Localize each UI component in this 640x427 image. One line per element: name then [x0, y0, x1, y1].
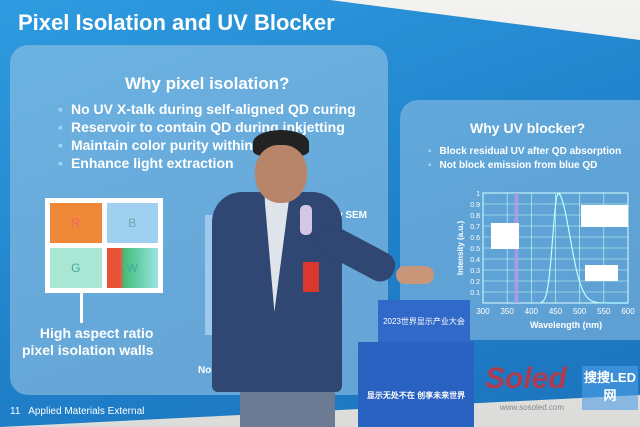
lanyard-badge [303, 262, 319, 292]
footer-text: Applied Materials External [28, 406, 145, 417]
watermark-logo: Soled [485, 362, 567, 395]
label-box [581, 205, 628, 227]
chart-ylabel: Intensity (a.u.) [456, 221, 465, 276]
y-tick-label: 0.4 [470, 257, 480, 264]
slide-footer: 11 Applied Materials External [10, 406, 144, 417]
right-heading: Why UV blocker? [470, 120, 586, 136]
y-tick-label: 0.3 [470, 268, 480, 275]
presenter-hand-with-clicker [396, 266, 434, 284]
y-tick-label: 0.7 [470, 224, 480, 231]
pointer-line [80, 293, 83, 323]
x-tick-label: 300 [476, 307, 490, 316]
bullet: Block residual UV after QD absorption [428, 145, 622, 159]
watermark-brand: 搜搜LED网 [582, 366, 638, 410]
y-tick-label: 0.6 [470, 235, 480, 242]
pixel-blue: B [106, 203, 158, 243]
page-number: 11 [10, 406, 21, 417]
x-tick-label: 600 [621, 307, 635, 316]
y-tick-label: 0.9 [470, 202, 480, 209]
podium: 显示无处不在 创享未来世界 [358, 342, 474, 427]
y-tick-label: 0.2 [470, 279, 480, 286]
watermark-url: www.sosoled.com [500, 403, 565, 412]
pixel-diagram: R B G W [45, 198, 163, 293]
bullet: Enhance light extraction [58, 154, 356, 172]
label-box [491, 223, 519, 249]
slide-title: Pixel Isolation and UV Blocker [18, 10, 335, 35]
label-box [585, 265, 618, 281]
bullet: Reservoir to contain QD during inkjettin… [58, 118, 356, 136]
y-tick-label: 0.1 [470, 290, 480, 297]
pixel-white: W [106, 248, 158, 288]
pixel-red: R [50, 203, 102, 243]
bullet: Maintain color purity within pixel [58, 136, 356, 154]
y-tick-label: 1 [476, 191, 480, 198]
left-bullets: No UV X-talk during self-aligned QD curi… [58, 100, 356, 172]
sem-label: New SEM [322, 210, 368, 221]
left-heading: Why pixel isolation? [125, 74, 290, 93]
uv-spectrum-chart: 300 350 400 450 500 550 600 0.1 0.2 0.3 0.4 0.5 0.6 0… [456, 191, 635, 316]
podium-slogan: 显示无处不在 创享未来世界 [366, 391, 466, 400]
presenter-face [255, 145, 307, 203]
y-tick-label: 0.8 [470, 213, 480, 220]
caption-line: High aspect ratio [39, 325, 154, 341]
caption-line: pixel isolation walls [22, 342, 154, 358]
x-tick-label: 400 [525, 307, 539, 316]
y-tick-label: 0.5 [470, 246, 480, 253]
event-name: 2023世界显示产业大会 [383, 317, 465, 326]
chart-xlabel: Wavelength (nm) [530, 320, 603, 330]
isolation-caption: High aspect ratio pixel isolation walls [22, 325, 153, 359]
qd-emission-curve [540, 192, 628, 304]
x-tick-label: 450 [549, 307, 563, 316]
x-tick-label: 550 [597, 307, 611, 316]
bullet: No UV X-talk during self-aligned QD curi… [58, 100, 356, 118]
microphone [300, 205, 312, 235]
x-tick-label: 350 [500, 307, 514, 316]
bullet: Not block emission from blue QD [428, 159, 621, 173]
podium-sign: 2023世界显示产业大会 [378, 300, 470, 342]
right-bullets: Block residual UV after QD absorption No… [428, 145, 622, 173]
pixel-green: G [50, 248, 102, 288]
x-tick-label: 500 [573, 307, 587, 316]
